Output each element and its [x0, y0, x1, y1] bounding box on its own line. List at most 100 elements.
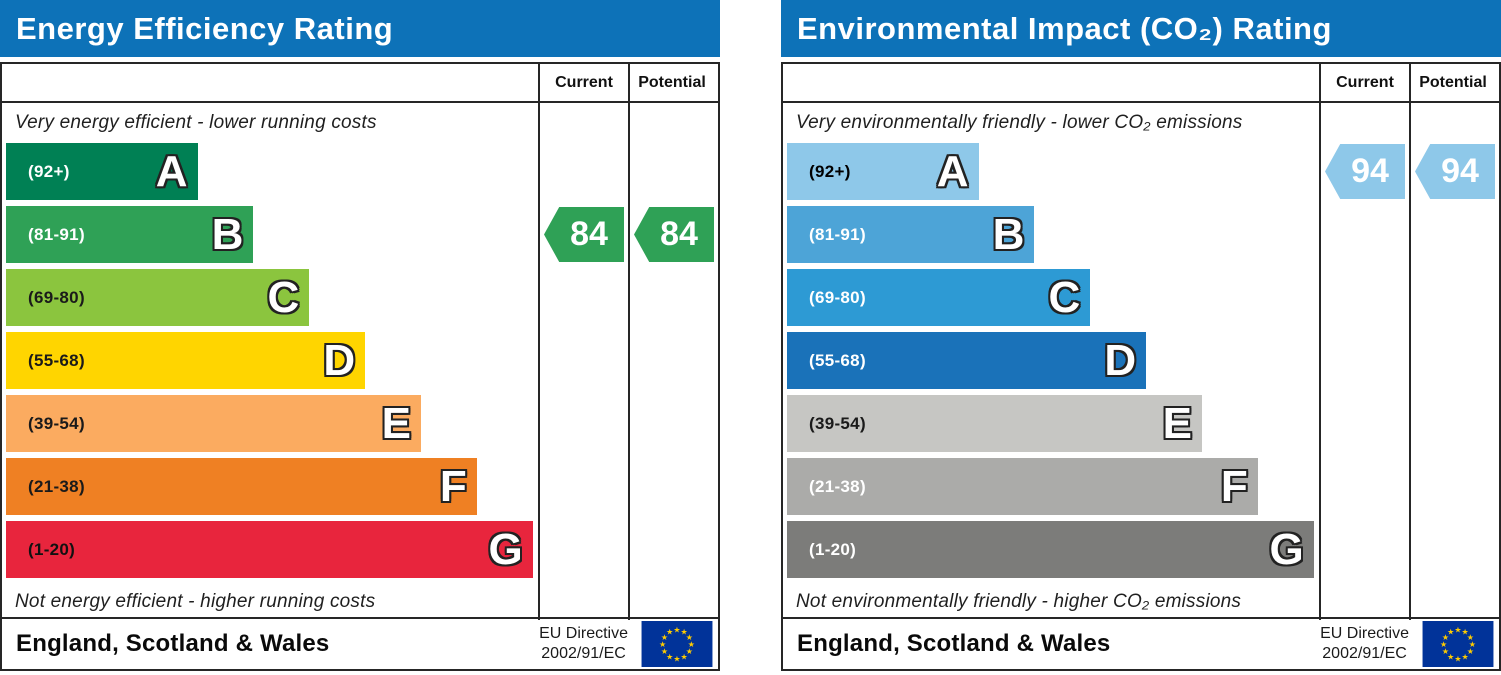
bottom-caption: Not energy efficient - higher running co… [15, 591, 376, 612]
band-range-label: (39-54) [809, 413, 866, 433]
top-caption: Very energy efficient - lower running co… [15, 112, 377, 133]
header-spacer [2, 64, 538, 101]
eu-directive-label: EU Directive 2002/91/EC [539, 624, 628, 664]
top-caption: Very environmentally friendly - lower CO… [796, 112, 1243, 133]
band-range-label: (55-68) [809, 350, 866, 370]
band-range-label: (21-38) [28, 476, 85, 496]
eu-flag-star: ★ [1467, 633, 1474, 642]
column-header-row: Current Potential [2, 64, 718, 103]
energy-band-column: Very energy efficient - lower running co… [2, 103, 538, 620]
band-d: (55-68) D [6, 332, 366, 389]
band-grade-letter: F [1220, 461, 1248, 511]
environmental-panel-footer: England, Scotland & Wales EU Directive 2… [783, 617, 1499, 669]
eu-flag-icon: ★ ★★★★★★★★★★★ [641, 621, 713, 667]
current-rating-arrow: 84 [544, 207, 624, 262]
eu-flag-star: ★ [659, 640, 666, 649]
band-e: (39-54) E [787, 395, 1202, 452]
eu-flag-star: ★ [681, 653, 688, 662]
eu-flag-star: ★ [666, 653, 673, 662]
eu-flag-star: ★ [1454, 654, 1461, 663]
eu-directive-line1: EU Directive [1320, 625, 1409, 642]
eu-flag-star: ★ [1454, 626, 1461, 635]
eu-flag-stars: ★ ★★★★★★★★★★★ [1440, 626, 1476, 664]
band-g: (1-20) G [787, 521, 1314, 578]
eu-flag-star: ★ [686, 633, 693, 642]
potential-column-header: Potential [1409, 64, 1495, 101]
potential-rating-arrow: 84 [634, 207, 714, 262]
current-value-column: 84 [538, 103, 628, 620]
band-range-label: (21-38) [809, 476, 866, 496]
band-grade-letter: E [1162, 398, 1192, 448]
region-label: England, Scotland & Wales [16, 630, 330, 657]
band-grade-letter: B [992, 209, 1025, 259]
band-range-label: (1-20) [809, 539, 857, 559]
region-label: England, Scotland & Wales [797, 630, 1111, 657]
current-column-header: Current [1319, 64, 1409, 101]
eu-flag-star: ★ [1447, 653, 1454, 662]
eu-directive-line1: EU Directive [539, 625, 628, 642]
band-grade-letter: D [323, 335, 356, 385]
eu-flag-stars: ★ ★★★★★★★★★★★ [659, 626, 695, 664]
eu-flag-star: ★ [673, 626, 680, 635]
eu-flag-icon: ★ ★★★★★★★★★★★ [1422, 621, 1494, 667]
eu-flag-star: ★ [661, 647, 668, 656]
eu-flag-star: ★ [661, 633, 668, 642]
eu-flag-star: ★ [673, 654, 680, 663]
energy-panel-footer: England, Scotland & Wales EU Directive 2… [2, 617, 718, 669]
column-header-row: Current Potential [783, 64, 1499, 103]
band-f: (21-38) F [787, 458, 1258, 515]
band-b: (81-91) B [787, 206, 1035, 263]
band-grade-letter: C [267, 272, 300, 322]
potential-column-header: Potential [628, 64, 714, 101]
eu-directive-line2: 2002/91/EC [1322, 645, 1407, 662]
environmental-panel-title: Environmental Impact (CO₂) Rating [781, 0, 1501, 57]
band-c: (69-80) C [787, 269, 1091, 326]
current-column-header: Current [538, 64, 628, 101]
eu-flag-star: ★ [688, 640, 695, 649]
band-range-label: (39-54) [28, 413, 85, 433]
eu-flag-star: ★ [1447, 628, 1454, 637]
band-range-label: (81-91) [809, 224, 866, 244]
band-grade-letter: F [439, 461, 467, 511]
band-range-label: (92+) [809, 161, 851, 181]
band-grade-letter: G [1269, 524, 1304, 574]
band-g: (1-20) G [6, 521, 533, 578]
band-c: (69-80) C [6, 269, 310, 326]
eu-directive-label: EU Directive 2002/91/EC [1320, 624, 1409, 664]
bottom-caption: Not environmentally friendly - higher CO… [796, 591, 1242, 612]
potential-rating-arrow: 94 [1415, 144, 1495, 199]
eu-flag-star: ★ [1462, 653, 1469, 662]
band-e: (39-54) E [6, 395, 421, 452]
band-grade-letter: B [211, 209, 244, 259]
band-range-label: (69-80) [809, 287, 866, 307]
energy-efficiency-panel: Energy Efficiency Rating Current Potenti… [0, 0, 720, 671]
eu-flag-star: ★ [1442, 633, 1449, 642]
eu-flag-star: ★ [681, 628, 688, 637]
eu-flag-star: ★ [666, 628, 673, 637]
band-d: (55-68) D [787, 332, 1147, 389]
eu-flag-star: ★ [1440, 640, 1447, 649]
band-a: (92+) A [787, 143, 979, 200]
band-grade-letter: D [1104, 335, 1137, 385]
energy-chart-body: Very energy efficient - lower running co… [2, 103, 718, 620]
potential-value-column: 84 [628, 103, 714, 620]
band-grade-letter: C [1048, 272, 1081, 322]
energy-bands: (92+) A (81-91) B (69-80) C (55-68) D (39-54) E (2… [2, 143, 538, 578]
eu-directive-line2: 2002/91/EC [541, 645, 626, 662]
eu-flag-star: ★ [1467, 647, 1474, 656]
eu-flag-star: ★ [1442, 647, 1449, 656]
environmental-chart-body: Very environmentally friendly - lower CO… [783, 103, 1499, 620]
header-spacer [783, 64, 1319, 101]
band-range-label: (92+) [28, 161, 70, 181]
band-grade-letter: G [488, 524, 523, 574]
environmental-band-column: Very environmentally friendly - lower CO… [783, 103, 1319, 620]
environmental-impact-panel: Environmental Impact (CO₂) Rating Curren… [781, 0, 1501, 671]
environmental-rating-table: Current Potential Very environmentally f… [781, 62, 1501, 671]
band-f: (21-38) F [6, 458, 477, 515]
band-range-label: (81-91) [28, 224, 85, 244]
band-range-label: (69-80) [28, 287, 85, 307]
potential-value-column: 94 [1409, 103, 1495, 620]
current-rating-arrow: 94 [1325, 144, 1405, 199]
environmental-bands: (92+) A (81-91) B (69-80) C (55-68) D (39-54) E (2… [783, 143, 1319, 578]
band-a: (92+) A [6, 143, 198, 200]
